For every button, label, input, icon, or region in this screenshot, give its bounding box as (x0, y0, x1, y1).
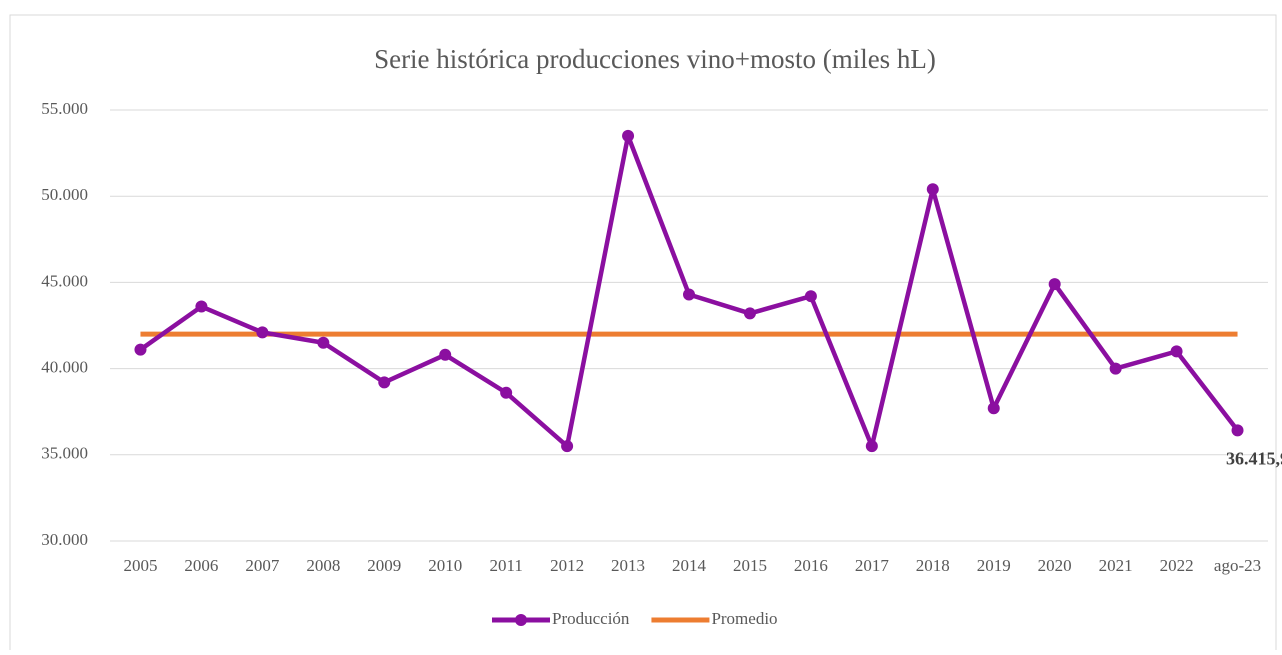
x-tick-label: 2016 (794, 556, 828, 575)
data-label: 36.415,9 (1226, 449, 1282, 469)
x-tick-label: 2021 (1099, 556, 1133, 575)
point (622, 129, 635, 142)
x-tick-label: 2007 (245, 556, 280, 575)
x-tick-label: 2013 (611, 556, 645, 575)
legend-label: Producción (552, 609, 630, 628)
y-tick-label: 40.000 (41, 358, 88, 377)
y-tick-label: 45.000 (41, 271, 88, 290)
point (256, 326, 269, 339)
x-tick-label: 2018 (916, 556, 950, 575)
point (134, 343, 147, 356)
x-tick-label: 2008 (306, 556, 340, 575)
x-tick-label: 2019 (977, 556, 1011, 575)
point (500, 386, 513, 399)
point (317, 336, 330, 349)
chart-title: Serie histórica producciones vino+mosto … (374, 44, 936, 74)
point (561, 440, 574, 453)
x-tick-label: 2015 (733, 556, 767, 575)
y-tick-label: 50.000 (41, 185, 88, 204)
point (1048, 278, 1061, 291)
point (987, 402, 1000, 415)
y-tick-label: 55.000 (41, 99, 88, 118)
x-tick-label: 2011 (489, 556, 522, 575)
x-tick-label: 2010 (428, 556, 462, 575)
x-tick-label: ago-23 (1214, 556, 1261, 575)
point (926, 183, 939, 196)
x-tick-label: 2006 (184, 556, 218, 575)
x-tick-label: 2012 (550, 556, 584, 575)
legend-label: Promedio (711, 609, 777, 628)
x-tick-label: 2014 (672, 556, 707, 575)
x-tick-label: 2005 (123, 556, 157, 575)
x-tick-label: 2009 (367, 556, 401, 575)
point (743, 307, 756, 320)
legend-marker (515, 614, 527, 626)
x-tick-label: 2020 (1038, 556, 1072, 575)
point (865, 440, 878, 453)
point (804, 290, 817, 303)
x-tick-label: 2022 (1160, 556, 1194, 575)
x-tick-label: 2017 (855, 556, 890, 575)
point (378, 376, 391, 389)
y-tick-label: 30.000 (41, 530, 88, 549)
point (1231, 424, 1244, 437)
point (1170, 345, 1183, 358)
point (683, 288, 695, 301)
point (1109, 362, 1122, 375)
point (195, 300, 208, 313)
point (439, 348, 452, 361)
y-tick-label: 35.000 (41, 444, 88, 463)
